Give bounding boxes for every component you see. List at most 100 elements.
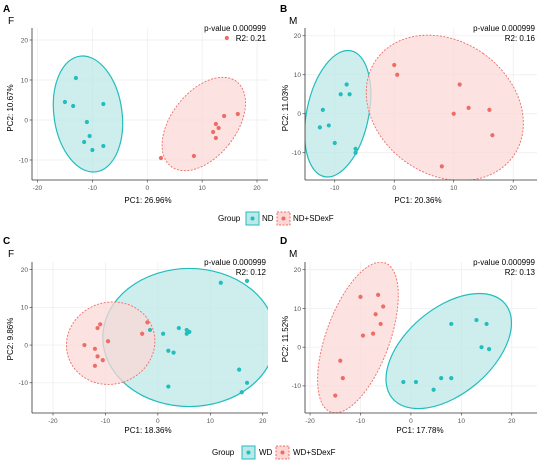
y-tick-label: 0 <box>297 344 301 351</box>
panel-b-plot-area: -10 0 10 20 -10 0 10 20 <box>292 28 537 192</box>
ellipse-wd-sdexf <box>66 301 156 385</box>
x-tick-label: 20 <box>508 418 516 425</box>
data-point <box>82 342 87 348</box>
data-point <box>360 333 366 338</box>
data-point <box>71 103 76 109</box>
data-point <box>90 147 95 153</box>
data-point <box>166 384 171 389</box>
legend-bottom-title: Group <box>212 448 235 457</box>
data-point <box>332 140 337 146</box>
legend-top: Group ND ND+SDexF <box>218 211 334 226</box>
x-tick-label: 20 <box>259 418 267 425</box>
data-point <box>392 62 397 68</box>
data-point <box>395 72 400 77</box>
panel-b: B M PC1: 20.36% PC2: 11.03% -10 0 10 20 -10 0… <box>280 4 537 205</box>
data-point <box>370 331 376 336</box>
panel-b-title: M <box>289 16 297 27</box>
x-tick-label: -20 <box>33 185 43 192</box>
data-point <box>239 390 244 395</box>
legend-dot-wd <box>246 450 251 455</box>
data-point <box>216 125 221 131</box>
y-tick-label: 20 <box>21 37 29 44</box>
series-nd-sdexf <box>158 35 240 161</box>
data-point <box>347 92 352 97</box>
p-value-label: p-value 0.000999 <box>473 24 535 33</box>
x-tick-label: 20 <box>253 185 261 192</box>
panel-c-ellipses <box>66 267 268 408</box>
y-tick-label: 0 <box>24 342 28 349</box>
data-point <box>338 92 343 97</box>
data-point <box>474 317 479 323</box>
panel-a: A F PC1: 26.96% PC2: 10.67% -20 -10 0 10 20-… <box>3 4 268 205</box>
panel-a-plot-area: -20 -10 0 10 20 -10 0 10 20 <box>19 28 268 192</box>
r2-label: R2: 0.16 <box>505 34 536 43</box>
x-tick-label: 0 <box>156 418 160 425</box>
data-point <box>213 135 218 141</box>
x-tick-label: 0 <box>409 418 413 425</box>
x-tick-label: -10 <box>88 185 98 192</box>
data-point <box>326 123 331 128</box>
panel-a-xlabel: PC1: 26.96% <box>124 196 171 205</box>
r2-label: R2: 0.13 <box>505 268 536 277</box>
series-wd-sdexf <box>82 320 150 368</box>
x-tick-label: -10 <box>101 418 111 425</box>
legend-item-wd-sdexf: WD+SDexF <box>293 448 336 457</box>
x-tick-label: 0 <box>392 185 396 192</box>
data-point <box>439 376 444 381</box>
x-tick-label: -10 <box>356 418 366 425</box>
data-point <box>84 119 89 125</box>
panel-d-title: M <box>289 249 297 260</box>
p-value-label: p-value 0.000999 <box>204 258 266 267</box>
data-point <box>376 292 381 298</box>
data-point <box>487 107 492 112</box>
r2-label: R2: 0.21 <box>236 34 267 43</box>
panel-d-ylabel: PC2: 11.52% <box>281 316 290 363</box>
r2-label: R2: 0.12 <box>236 268 267 277</box>
y-tick-label: 10 <box>21 77 29 84</box>
data-point <box>244 380 250 385</box>
panel-b-label: B <box>280 4 287 15</box>
series-wd <box>147 278 250 395</box>
x-tick-label: 10 <box>207 418 215 425</box>
data-point <box>87 133 92 139</box>
panel-d-plot-area: -20 -10 0 10 20 -10 0 10 20 <box>292 262 537 425</box>
data-point <box>82 139 87 145</box>
legend-item-wd: WD <box>259 448 273 457</box>
panel-d: D M PC1: 17.78% PC2: 11.52% -20 -10 0 10 20-… <box>280 236 537 435</box>
data-point <box>320 107 325 112</box>
data-point <box>244 278 250 283</box>
data-point <box>221 113 227 119</box>
data-point <box>451 111 456 116</box>
series-wd <box>401 317 492 392</box>
ellipse-nd-sdexf <box>365 34 524 180</box>
x-tick-label: -10 <box>330 185 340 192</box>
series-nd <box>317 82 358 155</box>
data-point <box>145 320 150 325</box>
panel-d-label: D <box>280 236 287 247</box>
panel-c-plot-area: -20 -10 0 10 20 -10 0 10 20 <box>19 262 268 425</box>
data-point <box>95 354 100 359</box>
y-tick-label: 10 <box>21 305 29 312</box>
data-point <box>353 150 358 155</box>
panel-d-ellipses <box>317 262 513 413</box>
x-tick-label: 10 <box>199 185 207 192</box>
panel-c-title: F <box>8 249 14 260</box>
data-point <box>224 35 229 41</box>
data-point <box>105 339 111 344</box>
panel-c-ylabel: PC2: 9.86% <box>6 318 15 361</box>
series-wd-sdexf <box>333 292 386 398</box>
data-point <box>92 363 98 368</box>
p-value-label: p-value 0.000999 <box>473 258 535 267</box>
panel-b-xlabel: PC1: 20.36% <box>394 196 441 205</box>
panel-a-label: A <box>3 4 10 15</box>
data-point <box>237 367 242 372</box>
data-point <box>191 153 197 159</box>
data-point <box>353 146 358 151</box>
y-tick-label: -10 <box>292 150 302 157</box>
data-point <box>184 331 189 336</box>
data-point <box>95 325 100 331</box>
data-point <box>358 294 363 299</box>
data-point <box>92 346 98 351</box>
panel-b-ellipses <box>305 34 524 180</box>
data-point <box>62 99 68 105</box>
